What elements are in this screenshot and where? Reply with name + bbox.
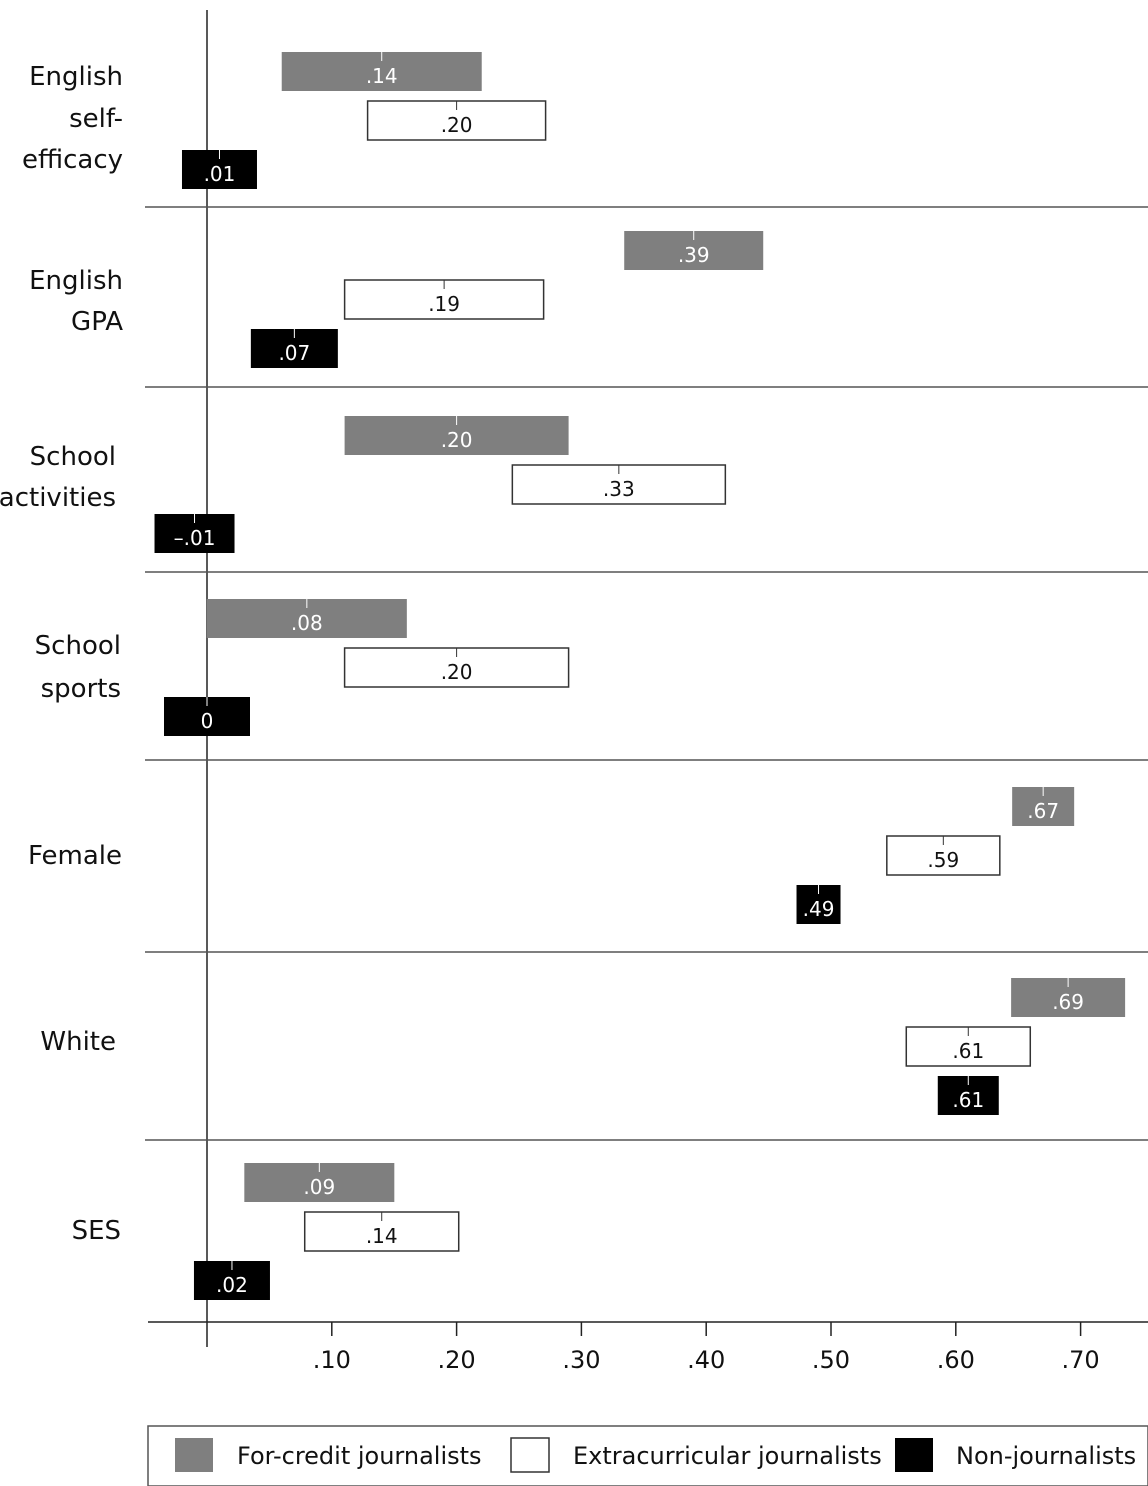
bar-label-1-1: .14 xyxy=(366,64,398,88)
bar-label-1-3: .20 xyxy=(441,428,473,452)
category-label-2-line-2: GPA xyxy=(71,307,123,337)
bar-label-3-3: –.01 xyxy=(174,526,216,550)
bar-label-1-2: .39 xyxy=(678,243,710,267)
x-tick-label-40: .40 xyxy=(687,1346,725,1374)
bar-label-1-7: .09 xyxy=(303,1175,335,1199)
bar-label-1-5: .67 xyxy=(1027,799,1059,823)
x-tick-label-50: .50 xyxy=(812,1346,850,1374)
bar-label-2-1: .20 xyxy=(441,113,473,137)
category-label-5-line-1: Female xyxy=(28,841,122,871)
category-label-4-line-2: sports xyxy=(41,674,121,704)
legend-box xyxy=(147,1425,1148,1486)
legend-swatch-1 xyxy=(175,1438,213,1472)
bar-label-3-4: 0 xyxy=(201,709,214,733)
bar-label-3-6: .61 xyxy=(952,1088,984,1112)
legend-label-3: Non-journalists xyxy=(956,1442,1136,1470)
category-label-6-line-1: White xyxy=(40,1027,116,1057)
x-tick-label-60: .60 xyxy=(937,1346,975,1374)
legend-swatch-3 xyxy=(895,1438,933,1472)
category-label-1-line-1: English xyxy=(29,62,123,92)
category-label-1-line-2: self- xyxy=(69,104,123,134)
bar-label-3-5: .49 xyxy=(803,897,835,921)
x-tick-label-70: .70 xyxy=(1062,1346,1100,1374)
bar-label-2-4: .20 xyxy=(441,660,473,684)
legend-label-1: For-credit journalists xyxy=(237,1442,482,1470)
x-tick-label-20: .20 xyxy=(438,1346,476,1374)
bar-label-3-7: .02 xyxy=(216,1273,248,1297)
category-label-3-line-1: School xyxy=(30,442,116,472)
bar-label-3-2: .07 xyxy=(278,341,310,365)
bar-label-2-6: .61 xyxy=(952,1039,984,1063)
bar-label-3-1: .01 xyxy=(204,162,236,186)
x-tick-label-10: .10 xyxy=(313,1346,351,1374)
legend-label-2: Extracurricular journalists xyxy=(573,1442,882,1470)
bar-label-2-5: .59 xyxy=(927,848,959,872)
category-label-4-line-1: School xyxy=(35,631,121,661)
bar-label-2-2: .19 xyxy=(428,292,460,316)
bar-label-1-4: .08 xyxy=(291,611,323,635)
category-label-7-line-1: SES xyxy=(72,1216,121,1246)
category-label-3-line-2: activities xyxy=(0,483,116,513)
category-label-2-line-1: English xyxy=(29,266,123,296)
bar-label-2-3: .33 xyxy=(603,477,635,501)
bar-label-1-6: .69 xyxy=(1052,990,1084,1014)
bar-label-2-7: .14 xyxy=(366,1224,398,1248)
legend-swatch-2 xyxy=(510,1437,550,1473)
category-label-1-line-3: efficacy xyxy=(22,145,123,175)
x-tick-label-30: .30 xyxy=(562,1346,600,1374)
